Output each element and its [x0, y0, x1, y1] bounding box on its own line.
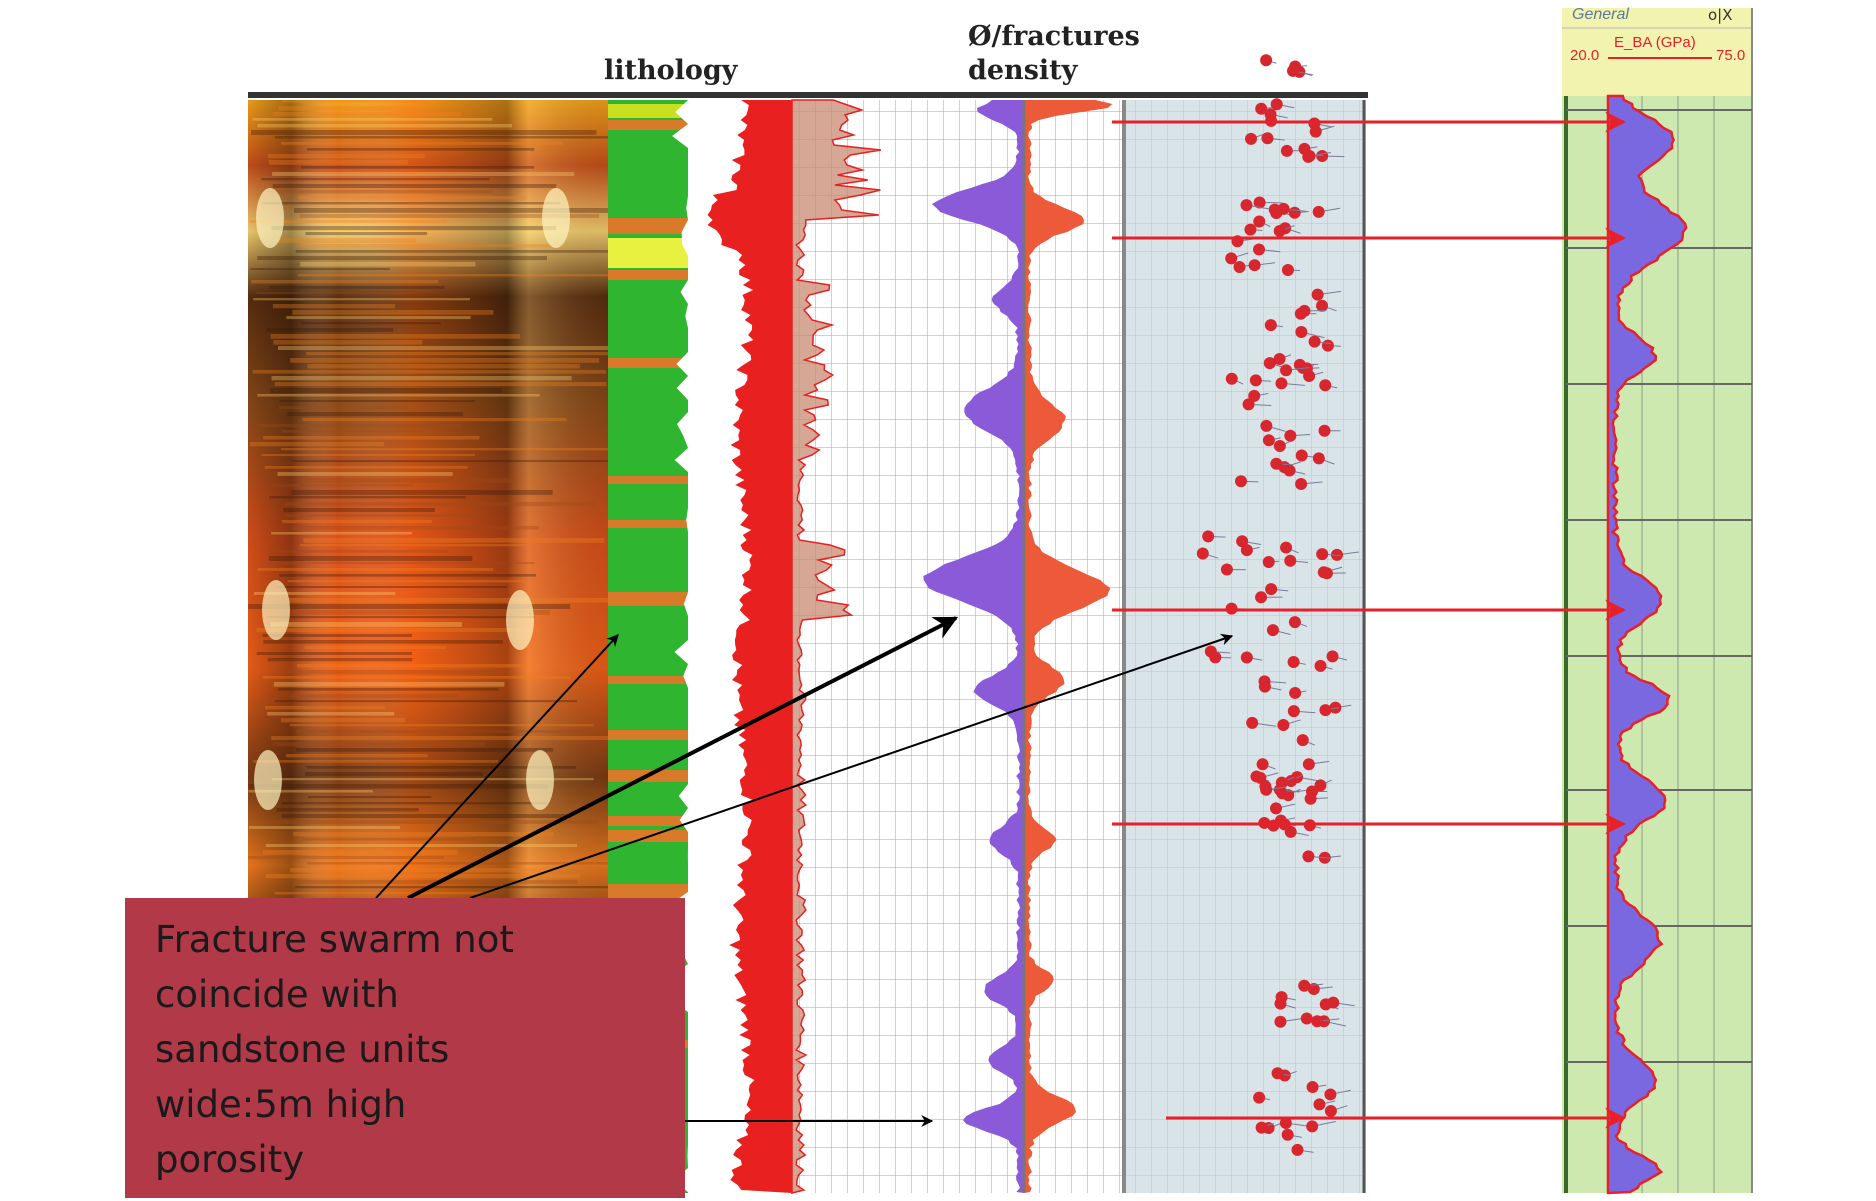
panel-title: General [1572, 6, 1629, 23]
scale-max-label: 75.0 [1716, 47, 1746, 64]
panel-controls[interactable]: o|X [1708, 6, 1733, 24]
arrow-black-icon [469, 633, 1234, 899]
lithology-header: lithology [604, 55, 738, 86]
arrow-black-icon [375, 634, 619, 899]
black-arrows [375, 616, 1234, 1127]
scale-min-label: 20.0 [1570, 47, 1600, 64]
red-arrows [1112, 111, 1627, 1129]
porosity-density-track [923, 100, 1122, 1193]
curve-name-label: E_BA (GPa) [1614, 34, 1696, 51]
fracture-dip-track [1122, 54, 1366, 1193]
arrow-black-icon [407, 616, 959, 900]
elastic-modulus-panel [1562, 8, 1753, 1195]
callout-text: Fracture swarm not coincide with sandsto… [155, 918, 514, 1181]
gamma-curve-track [707, 100, 792, 1193]
porosity-header-line2: density [968, 55, 1078, 86]
porosity-header-line1: Ø/fractures [968, 21, 1140, 52]
annotation-callout: Fracture swarm not coincide with sandsto… [125, 898, 685, 1198]
track-top-border [248, 92, 1368, 98]
